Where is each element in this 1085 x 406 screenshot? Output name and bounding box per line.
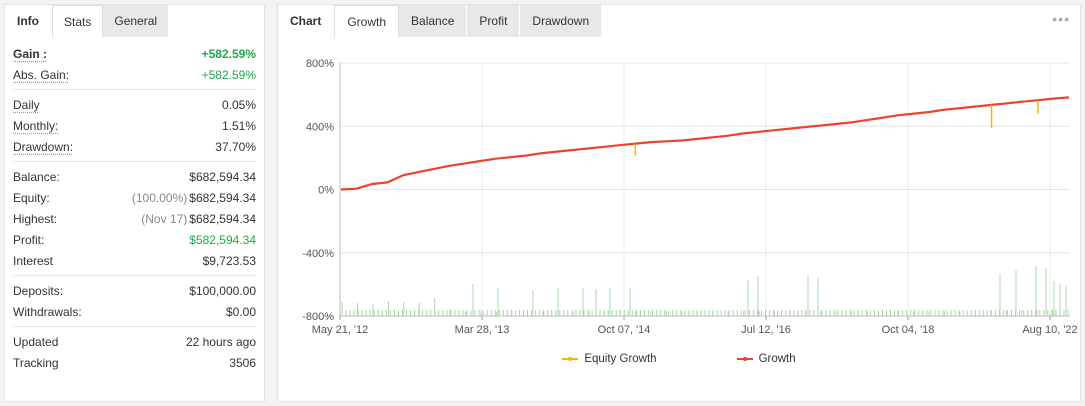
stat-value-wrap: 37.70% [215,140,256,154]
growth-line [340,96,1070,191]
stat-value-wrap: (100.00%) $682,594.34 [132,191,256,205]
tab-balance[interactable]: Balance [399,5,468,37]
stat-value-wrap: (Nov 17) $682,594.34 [141,212,256,226]
stat-row: Updated 22 hours ago [13,331,256,352]
y-tick-label: 400% [306,121,334,133]
stats-list: Gain : +582.59% Abs. Gain: +582.59% Daily 0.0… [5,39,264,377]
stat-label: Equity: [13,190,50,205]
stat-value: $582,594.34 [189,232,256,247]
stat-label[interactable]: Daily [13,97,40,112]
stat-label: Interest [13,253,54,268]
stat-value: 0.05% [221,97,256,112]
stat-value: 1.51% [221,118,256,133]
stat-value: 37.70% [215,139,256,154]
x-tick-label: Jul 12, '16 [741,324,791,336]
stat-row: Daily 0.05% [13,94,256,115]
stat-row: Profit: $582,594.34 [13,229,256,250]
x-tick-label: Oct 04, '18 [882,324,935,336]
stat-note: (100.00%) [131,190,188,205]
stat-value: +582.59% [201,67,256,82]
stats-group: Balance: $682,594.34 Equity: (100.00%) $682,… [13,162,256,276]
stat-row: Gain : +582.59% [13,43,256,64]
y-tick-label: -400% [302,248,334,260]
stat-value-wrap: $9,723.53 [203,254,256,268]
stat-value-wrap: 1.51% [222,119,256,133]
legend-label: Growth [758,353,796,365]
stat-value-wrap: 3506 [229,356,256,370]
stat-row: Tracking 3506 [13,352,256,373]
tab-general[interactable]: General [103,5,170,37]
stats-panel: Info Stats General Gain : +582.59% Abs. Ga… [4,4,265,402]
tab-growth[interactable]: Growth [334,5,400,37]
stat-value-wrap: +582.59% [202,68,256,82]
stat-note: (Nov 17) [141,211,188,226]
legend-item-equity-growth[interactable]: Equity Growth [562,353,657,365]
stat-value-wrap: $682,594.34 [189,170,256,184]
stat-label[interactable]: Gain : [13,46,48,61]
chart-legend: Equity Growth Growth [278,353,1080,365]
stats-tabs: Info Stats General [5,5,170,37]
stats-group: Gain : +582.59% Abs. Gain: +582.59% [13,39,256,90]
y-tick-label: -800% [302,311,334,323]
chart-tabs: Chart Growth Balance Profit Drawdown [278,5,603,37]
stat-value-wrap: +582.59% [202,47,256,61]
stat-label: Updated [13,334,59,349]
stat-value: $100,000.00 [189,283,256,298]
stat-row: Equity: (100.00%) $682,594.34 [13,187,256,208]
stat-row: Highest: (Nov 17) $682,594.34 [13,208,256,229]
stat-value: 22 hours ago [185,334,256,349]
more-dots-icon[interactable]: ••• [1052,11,1070,27]
tab-drawdown[interactable]: Drawdown [520,5,603,37]
stat-value: $682,594.34 [189,190,256,205]
stat-label: Balance: [13,169,60,184]
stat-value-wrap: $100,000.00 [189,284,256,298]
y-tick-label: 800% [306,58,334,70]
tab-stats[interactable]: Stats [52,5,104,37]
stat-value-wrap: 0.05% [222,98,256,112]
stat-value-wrap: 22 hours ago [186,335,256,349]
stat-row: Interest $9,723.53 [13,250,256,271]
stat-label[interactable]: Drawdown: [13,139,74,154]
stat-label[interactable]: Abs. Gain: [13,67,70,82]
y-tick-label: 0% [318,185,334,197]
stat-value: $682,594.34 [189,211,256,226]
stat-value: $9,723.53 [202,253,256,268]
growth-chart: 800% 400% 0% -400% -800%May 21, '12 Mar 28, '… [302,58,1077,336]
tab-info[interactable]: Info [5,5,52,37]
stat-label: Highest: [13,211,58,226]
stat-value: +582.59% [201,46,256,61]
stats-group: Deposits: $100,000.00 Withdrawals: $0.00 [13,276,256,327]
x-tick-label: Aug 10, '22 [1022,324,1077,336]
stat-value-wrap: $0.00 [226,305,256,319]
stat-row: Balance: $682,594.34 [13,166,256,187]
stat-label: Tracking [13,355,59,370]
stat-label[interactable]: Monthly: [13,118,59,133]
x-tick-label: May 21, '12 [312,324,369,336]
stat-value: $682,594.34 [189,169,256,184]
legend-item-growth[interactable]: Growth [736,353,796,365]
stat-label: Withdrawals: [13,304,82,319]
stat-value-wrap: $582,594.34 [189,233,256,247]
legend-label: Equity Growth [584,353,657,365]
stat-row: Monthly: 1.51% [13,115,256,136]
chart-panel: Chart Growth Balance Profit Drawdown •••… [277,4,1081,402]
stats-group: Daily 0.05% Monthly: 1.51% Drawdown: 37.70% [13,90,256,162]
legend-swatch-equity-icon [562,357,579,361]
stat-row: Withdrawals: $0.00 [13,301,256,322]
stat-row: Drawdown: 37.70% [13,136,256,157]
stat-label: Profit: [13,232,45,247]
tab-profit[interactable]: Profit [467,5,521,37]
stat-label: Deposits: [13,283,64,298]
stats-group: Updated 22 hours ago Tracking 3506 [13,327,256,377]
x-tick-label: Mar 28, '13 [455,324,510,336]
stat-row: Abs. Gain: +582.59% [13,64,256,85]
x-tick-label: Oct 07, '14 [598,324,651,336]
stat-row: Deposits: $100,000.00 [13,280,256,301]
stat-value: 3506 [229,355,256,370]
stat-value: $0.00 [225,304,256,319]
legend-swatch-growth-icon [736,357,753,361]
tab-chart[interactable]: Chart [278,5,335,37]
